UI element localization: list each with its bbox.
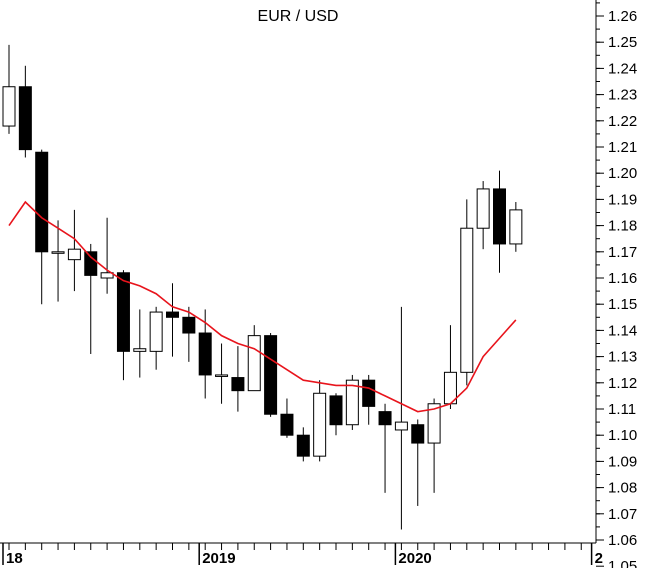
y-tick-label: 1.14: [608, 322, 637, 339]
candle: [35, 149, 49, 305]
candle: [182, 306, 196, 362]
candle-body-down: [166, 311, 179, 318]
candle-body-down: [35, 151, 49, 253]
candle-body-up: [427, 403, 441, 444]
y-axis-ticks: 1.05 1.06 1.07 1.08 1.09 1.10 1.11 1.12 1.13 1.14…: [596, 2, 637, 568]
candle-body-up: [460, 227, 474, 373]
y-tick-label: 1.15: [608, 296, 637, 313]
candle-body-down: [378, 411, 392, 426]
candle: [198, 309, 212, 399]
candle-body-down: [18, 86, 32, 151]
candle-body-up: [509, 209, 523, 245]
y-tick-label: 1.23: [608, 87, 637, 104]
candle: [493, 170, 506, 273]
y-tick-label: 1.07: [608, 506, 637, 523]
candle: [51, 220, 65, 302]
candle-body-down: [116, 272, 130, 352]
candle: [427, 398, 441, 493]
candle: [67, 209, 81, 292]
candle-body-up: [51, 251, 65, 254]
candle: [345, 374, 359, 430]
y-tick-label: 1.13: [608, 349, 637, 366]
candle-body-down: [182, 316, 196, 334]
candle: [280, 398, 294, 438]
y-tick-label: 1.11: [608, 401, 636, 418]
candle: [133, 309, 147, 378]
candle-body-up: [149, 311, 163, 352]
candle: [378, 403, 392, 493]
candle: [84, 243, 98, 354]
candle-body-up: [67, 248, 81, 261]
candle: [460, 199, 474, 386]
y-tick-label: 1.24: [608, 60, 637, 77]
candle-body-down: [493, 188, 506, 245]
candle-body-up: [345, 379, 359, 426]
x-tick-label: 2019: [202, 550, 235, 567]
candle: [329, 393, 343, 436]
x-tick-label: 18: [6, 550, 23, 567]
x-axis-ticks: 18 2019 2020 2: [2, 543, 603, 567]
candle-body-down: [329, 395, 343, 426]
candle-body-down: [264, 335, 278, 415]
candles-group: [2, 44, 523, 530]
candle: [362, 374, 376, 425]
candle-body-down: [198, 332, 212, 376]
candle: [215, 343, 229, 404]
candle: [116, 270, 130, 381]
candle-body-down: [296, 434, 310, 457]
y-tick-label: 1.21: [608, 139, 637, 156]
candle-body-down: [231, 377, 245, 392]
y-tick-label: 1.12: [608, 375, 637, 392]
x-tick-label: 2020: [398, 550, 431, 567]
candle: [247, 325, 261, 392]
x-tick-label: 2: [595, 550, 603, 567]
y-tick-label: 1.17: [608, 244, 637, 261]
y-tick-label: 1.10: [608, 427, 637, 444]
candle: [443, 325, 457, 409]
candle-body-up: [394, 421, 408, 431]
y-tick-label: 1.05: [608, 558, 637, 568]
candle: [476, 181, 490, 250]
candle: [2, 44, 16, 134]
candle-body-down: [84, 251, 98, 276]
candle-body-down: [411, 424, 425, 444]
candle-body-up: [313, 392, 327, 457]
y-tick-label: 1.22: [608, 113, 637, 130]
y-tick-label: 1.20: [608, 165, 637, 182]
candle-body-up: [215, 374, 229, 377]
candle-body-up: [100, 272, 114, 279]
y-tick-label: 1.06: [608, 532, 637, 549]
y-tick-label: 1.09: [608, 453, 637, 470]
y-tick-label: 1.26: [608, 8, 637, 25]
candle-body-up: [247, 335, 261, 392]
moving-average-line: [8, 200, 517, 413]
y-tick-label: 1.16: [608, 270, 637, 287]
candle: [509, 202, 523, 252]
candle: [100, 217, 114, 294]
candle: [313, 380, 327, 462]
candle-body-down: [280, 413, 294, 436]
candle: [166, 283, 179, 357]
y-tick-label: 1.08: [608, 480, 637, 497]
candle: [296, 427, 310, 462]
candle: [264, 333, 278, 417]
y-tick-label: 1.18: [608, 218, 637, 235]
y-tick-label: 1.19: [608, 191, 637, 208]
y-tick-label: 1.25: [608, 34, 637, 51]
candle: [231, 346, 245, 412]
candle: [394, 306, 408, 530]
chart-title: EUR / USD: [258, 8, 339, 25]
candle: [18, 65, 32, 158]
candle: [149, 306, 163, 370]
candle-body-down: [362, 379, 376, 407]
candle-body-up: [133, 348, 147, 352]
candle-body-up: [476, 188, 490, 229]
candle-body-up: [2, 86, 16, 127]
candle: [411, 419, 425, 506]
